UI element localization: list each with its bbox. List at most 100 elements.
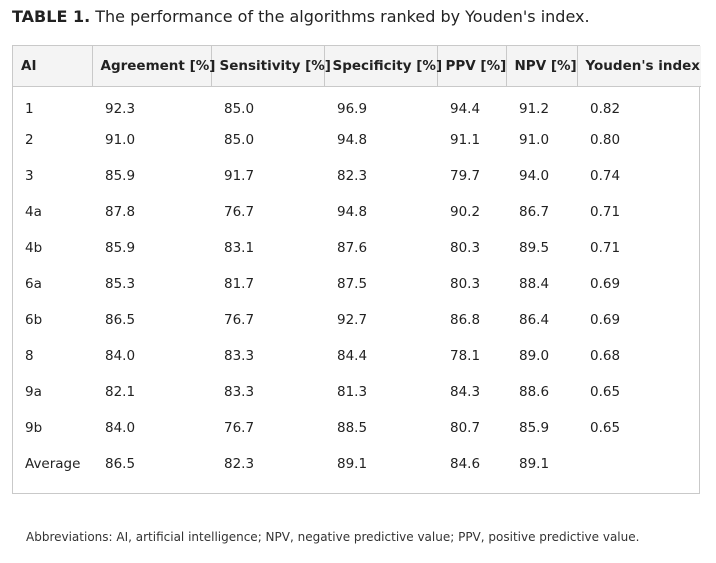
table-cell: 0.82 (590, 101, 621, 118)
table-cell: 83.1 (224, 240, 255, 256)
table-row: 9b 84.0 76.7 88.5 80.7 85.9 0.65 (13, 410, 701, 446)
table-cell: 0.71 (590, 240, 621, 256)
table-cell: 0.68 (590, 348, 621, 364)
table-row: 6a 85.3 81.7 87.5 80.3 88.4 0.69 (13, 266, 701, 302)
table-cell: 94.8 (337, 204, 368, 220)
table-cell (577, 446, 701, 482)
table-cell: 84.4 (337, 348, 368, 364)
performance-table-container: AI Agreement [%] Sensitivity [%] Specificit… (12, 45, 701, 494)
table-cell: 86.4 (519, 312, 550, 328)
table-cell: 86.8 (450, 312, 481, 328)
table-cell: 84.0 (105, 420, 136, 436)
table-cell: 79.7 (450, 168, 481, 184)
table-cell: 89.5 (519, 240, 550, 256)
table-cell: 6a (25, 276, 42, 292)
table-row: 1 92.3 85.0 96.9 94.4 91.2 0.82 (13, 86, 701, 122)
table-cell: 83.3 (224, 384, 255, 400)
table-footnote: Abbreviations: AI, artificial intelligen… (26, 530, 640, 544)
table-cell: 8 (25, 348, 34, 364)
column-header: PPV [%] (437, 46, 507, 87)
table-row: 6b 86.5 76.7 92.7 86.8 86.4 0.69 (13, 302, 701, 338)
column-header: AI (13, 46, 93, 87)
column-header: Youden's index (577, 46, 701, 87)
table-row: Average 86.5 82.3 89.1 84.6 89.1 (13, 446, 701, 482)
table-cell: 1 (25, 101, 34, 118)
table-cell: 0.71 (590, 204, 621, 220)
table-cell: 85.9 (105, 168, 136, 184)
table-row: 3 85.9 91.7 82.3 79.7 94.0 0.74 (13, 158, 701, 194)
table-cell: 94.0 (519, 168, 550, 184)
table-cell: 94.8 (337, 132, 368, 148)
table-cell: 96.9 (337, 101, 368, 118)
table-cell: 80.3 (450, 276, 481, 292)
table-cell: 85.9 (105, 240, 136, 256)
table-cell: 91.0 (105, 132, 136, 148)
table-cell: 0.65 (590, 384, 621, 400)
table-cell: 82.1 (105, 384, 136, 400)
table-cell: 91.7 (224, 168, 255, 184)
table-cell: 6b (25, 312, 43, 328)
table-cell: 9a (25, 384, 42, 400)
column-header: Specificity [%] (324, 46, 442, 87)
table-cell: 0.74 (590, 168, 621, 184)
column-header: NPV [%] (506, 46, 578, 87)
table-cell: 89.1 (337, 456, 368, 472)
table-body: 1 92.3 85.0 96.9 94.4 91.2 0.82 2 91.0 85.0 94.8 91… (13, 86, 701, 482)
table-cell: 2 (25, 132, 34, 148)
table-cell: 0.69 (590, 276, 621, 292)
table-cell: 82.3 (224, 456, 255, 472)
table-cell: 86.7 (519, 204, 550, 220)
table-cell: 92.3 (105, 101, 136, 118)
table-cell: 9b (25, 420, 43, 436)
table-cell: 81.3 (337, 384, 368, 400)
table-cell: 84.0 (105, 348, 136, 364)
table-caption: TABLE 1. The performance of the algorith… (12, 7, 590, 27)
table-cell: 80.7 (450, 420, 481, 436)
table-cell: 91.0 (519, 132, 550, 148)
table-header-row: AI Agreement [%] Sensitivity [%] Specificit… (13, 46, 701, 87)
table-cell: 4a (25, 204, 42, 220)
table-cell: 87.5 (337, 276, 368, 292)
table-cell: 85.0 (224, 132, 255, 148)
table-cell: 88.5 (337, 420, 368, 436)
table-cell: 3 (25, 168, 34, 184)
performance-table: AI Agreement [%] Sensitivity [%] Specificit… (13, 46, 701, 482)
table-cell: 91.2 (519, 101, 550, 118)
table-cell: 87.8 (105, 204, 136, 220)
table-cell: 86.5 (105, 312, 136, 328)
table-cell: 0.65 (590, 420, 621, 436)
table-cell: 82.3 (337, 168, 368, 184)
table-cell: 94.4 (450, 101, 481, 118)
table-cell: Average (25, 456, 81, 472)
table-cell: 92.7 (337, 312, 368, 328)
table-cell: 76.7 (224, 420, 255, 436)
table-cell: 78.1 (450, 348, 481, 364)
table-cell: 0.80 (590, 132, 621, 148)
table-cell: 89.0 (519, 348, 550, 364)
table-caption-text: The performance of the algorithms ranked… (95, 7, 590, 26)
table-cell: 90.2 (450, 204, 481, 220)
table-cell: 80.3 (450, 240, 481, 256)
table-cell: 4b (25, 240, 43, 256)
table-cell: 85.9 (519, 420, 550, 436)
table-cell: 87.6 (337, 240, 368, 256)
table-cell: 76.7 (224, 204, 255, 220)
table-cell: 89.1 (519, 456, 550, 472)
table-cell: 85.3 (105, 276, 136, 292)
table-cell: 85.0 (224, 101, 255, 118)
table-cell: 83.3 (224, 348, 255, 364)
table-cell: 0.69 (590, 312, 621, 328)
table-row: 9a 82.1 83.3 81.3 84.3 88.6 0.65 (13, 374, 701, 410)
table-cell: 88.6 (519, 384, 550, 400)
table-cell: 81.7 (224, 276, 255, 292)
table-cell: 84.3 (450, 384, 481, 400)
table-row: 2 91.0 85.0 94.8 91.1 91.0 0.80 (13, 122, 701, 158)
table-row: 4b 85.9 83.1 87.6 80.3 89.5 0.71 (13, 230, 701, 266)
table-caption-label: TABLE 1. (12, 7, 91, 26)
table-cell: 76.7 (224, 312, 255, 328)
table-cell: 84.6 (450, 456, 481, 472)
column-header: Sensitivity [%] (211, 46, 331, 87)
table-cell: 88.4 (519, 276, 550, 292)
table-cell: 91.1 (450, 132, 481, 148)
table-row: 4a 87.8 76.7 94.8 90.2 86.7 0.71 (13, 194, 701, 230)
